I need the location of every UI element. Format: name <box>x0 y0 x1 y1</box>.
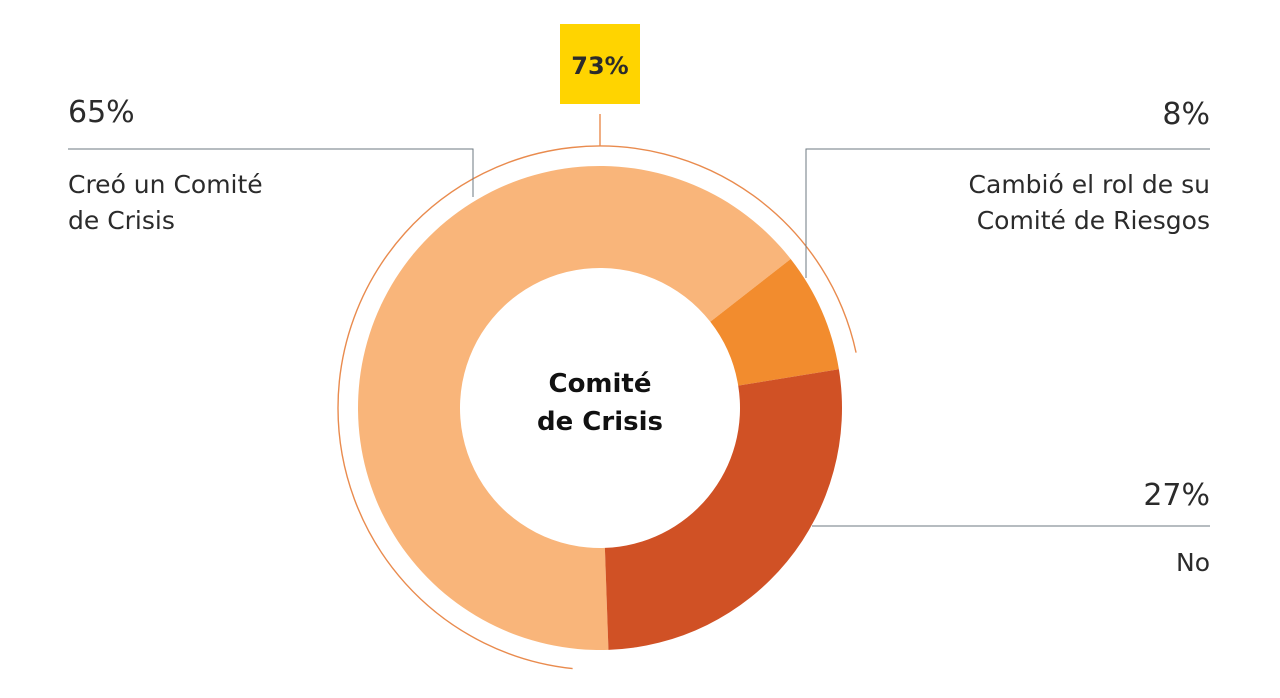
slice-label-2: No <box>1176 548 1210 577</box>
highlight-arc <box>337 145 857 670</box>
center-label-line: Comité <box>548 369 651 399</box>
slice-label-1: Comité de Riesgos <box>977 206 1210 235</box>
center-label-line: de Crisis <box>537 407 663 437</box>
slice-value-label-0: 65% <box>68 95 135 130</box>
slice-value-label-2: 27% <box>1143 478 1210 513</box>
slice-0 <box>358 165 791 650</box>
slice-1 <box>710 259 839 386</box>
slice-label-1: Cambió el rol de su <box>969 170 1210 199</box>
slice-value-label-1: 8% <box>1162 97 1210 132</box>
highlight-badge <box>560 24 640 104</box>
highlight-value-label: 73% <box>571 52 628 80</box>
slice-2 <box>604 369 842 650</box>
slice-label-0: de Crisis <box>68 206 175 235</box>
slice-label-0: Creó un Comité <box>68 170 263 199</box>
leader-line-0 <box>68 148 474 197</box>
leader-line-1 <box>805 148 1210 278</box>
